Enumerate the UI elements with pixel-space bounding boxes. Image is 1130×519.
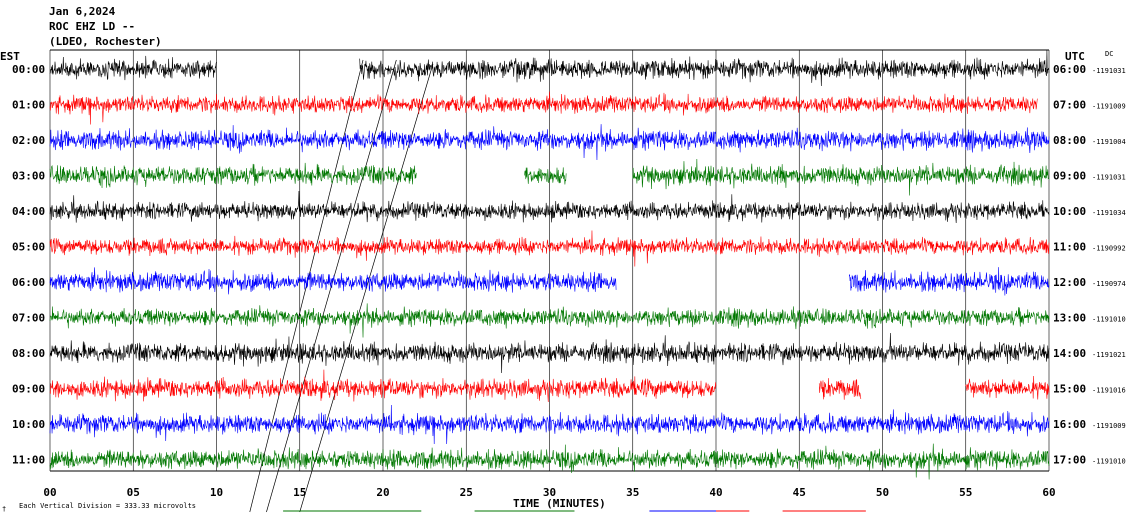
est-hour-label: 08:00 [12, 347, 45, 360]
trace-0000 [359, 49, 1050, 87]
est-hour-label: 10:00 [12, 418, 45, 431]
trace-0900 [965, 375, 1050, 400]
x-axis-label: TIME (MINUTES) [513, 497, 606, 510]
dc-offset-label: -1191031 [1092, 67, 1126, 75]
dc-offset-label: -1191034 [1092, 209, 1126, 217]
corner-mark: † [2, 505, 6, 513]
utc-hour-label: 08:00 [1053, 134, 1086, 147]
utc-hour-label: 13:00 [1053, 312, 1086, 325]
trace-0900 [818, 378, 862, 400]
artifact-line [299, 63, 434, 513]
dc-offset-label: -1191010 [1092, 458, 1126, 466]
x-tick-label: 15 [293, 486, 306, 499]
est-hour-label: 07:00 [12, 312, 45, 325]
dc-offset-label: -1191009 [1092, 103, 1126, 111]
est-hour-label: 09:00 [12, 383, 45, 396]
est-hour-label: 00:00 [12, 63, 45, 76]
x-axis-tick-labels: 00 05 10 15 20 25 30 35 40 45 50 55 60 [43, 486, 1055, 499]
dc-offset-label: -1191009 [1092, 422, 1126, 430]
seismic-traces [49, 49, 1050, 480]
est-hour-label: 01:00 [12, 99, 45, 112]
dc-offset-label: -1191016 [1092, 387, 1126, 395]
trace-0000 [49, 55, 217, 81]
x-tick-label: 60 [1042, 486, 1055, 499]
header-date: Jan 6,2024 [49, 5, 116, 18]
utc-hour-label: 11:00 [1053, 241, 1086, 254]
est-hour-label: 04:00 [12, 205, 45, 218]
est-hour-label: 05:00 [12, 241, 45, 254]
x-tick-label: 35 [626, 486, 639, 499]
est-hour-label: 06:00 [12, 276, 45, 289]
time-gridlines [49, 49, 1050, 472]
dc-offset-label: -1191031 [1092, 174, 1126, 182]
header-station: ROC EHZ LD -- [49, 20, 135, 33]
trace-0200 [49, 124, 1050, 161]
trace-0100 [49, 91, 1038, 125]
dc-label: DC [1105, 50, 1113, 58]
right-timezone-label: UTC [1065, 50, 1085, 63]
dc-offset-label: -1190992 [1092, 245, 1126, 253]
diagonal-artifact-lines [249, 59, 434, 513]
trace-0600 [848, 267, 1050, 296]
x-tick-label: 55 [959, 486, 972, 499]
dc-offset-label: -1191021 [1092, 351, 1126, 359]
x-tick-label: 40 [709, 486, 722, 499]
x-tick-label: 00 [43, 486, 56, 499]
utc-hour-label: 17:00 [1053, 454, 1086, 467]
x-tick-label: 45 [793, 486, 806, 499]
x-tick-label: 50 [876, 486, 889, 499]
trace-0500 [49, 230, 1050, 267]
est-hour-label: 03:00 [12, 170, 45, 183]
utc-hour-label: 09:00 [1053, 170, 1086, 183]
utc-hour-label: 07:00 [1053, 99, 1086, 112]
dc-offset-label: -1191004 [1092, 138, 1126, 146]
trace-1000 [49, 404, 1050, 445]
trace-0400 [49, 190, 1050, 224]
utc-hour-label: 14:00 [1053, 347, 1086, 360]
x-tick-label: 20 [376, 486, 389, 499]
x-tick-label: 10 [210, 486, 223, 499]
trace-0700 [49, 303, 1050, 338]
trace-0300 [49, 162, 417, 188]
trace-1100 [49, 443, 1050, 480]
utc-hour-labels: 06:00 -1191031 07:00 -1191009 08:00 -1191004 0… [1053, 63, 1126, 467]
utc-hour-label: 10:00 [1053, 205, 1086, 218]
x-tick-label: 25 [460, 486, 473, 499]
x-tick-label: 05 [127, 486, 140, 499]
trace-0300 [632, 158, 1050, 196]
utc-hour-label: 12:00 [1053, 276, 1086, 289]
scale-note: Each Vertical Division = 333.33 microvol… [19, 502, 196, 510]
utc-hour-label: 15:00 [1053, 383, 1086, 396]
header-network: (LDEO, Rochester) [49, 35, 162, 48]
utc-hour-label: 06:00 [1053, 63, 1086, 76]
est-hour-labels: 00:00 01:00 02:00 03:00 04:00 05:00 06:00 07:00… [12, 63, 45, 467]
trace-0600 [49, 267, 617, 295]
dc-offset-label: -1190974 [1092, 280, 1126, 288]
x-tick-label: 30 [543, 486, 556, 499]
trace-0800 [49, 332, 1050, 374]
trace-0900 [49, 369, 717, 403]
artifact-line [266, 59, 397, 513]
est-hour-label: 02:00 [12, 134, 45, 147]
trace-0300 [524, 167, 567, 185]
dc-offset-label: -1191010 [1092, 316, 1126, 324]
est-hour-label: 11:00 [12, 454, 45, 467]
utc-hour-label: 16:00 [1053, 418, 1086, 431]
left-timezone-label: EST [0, 50, 20, 63]
